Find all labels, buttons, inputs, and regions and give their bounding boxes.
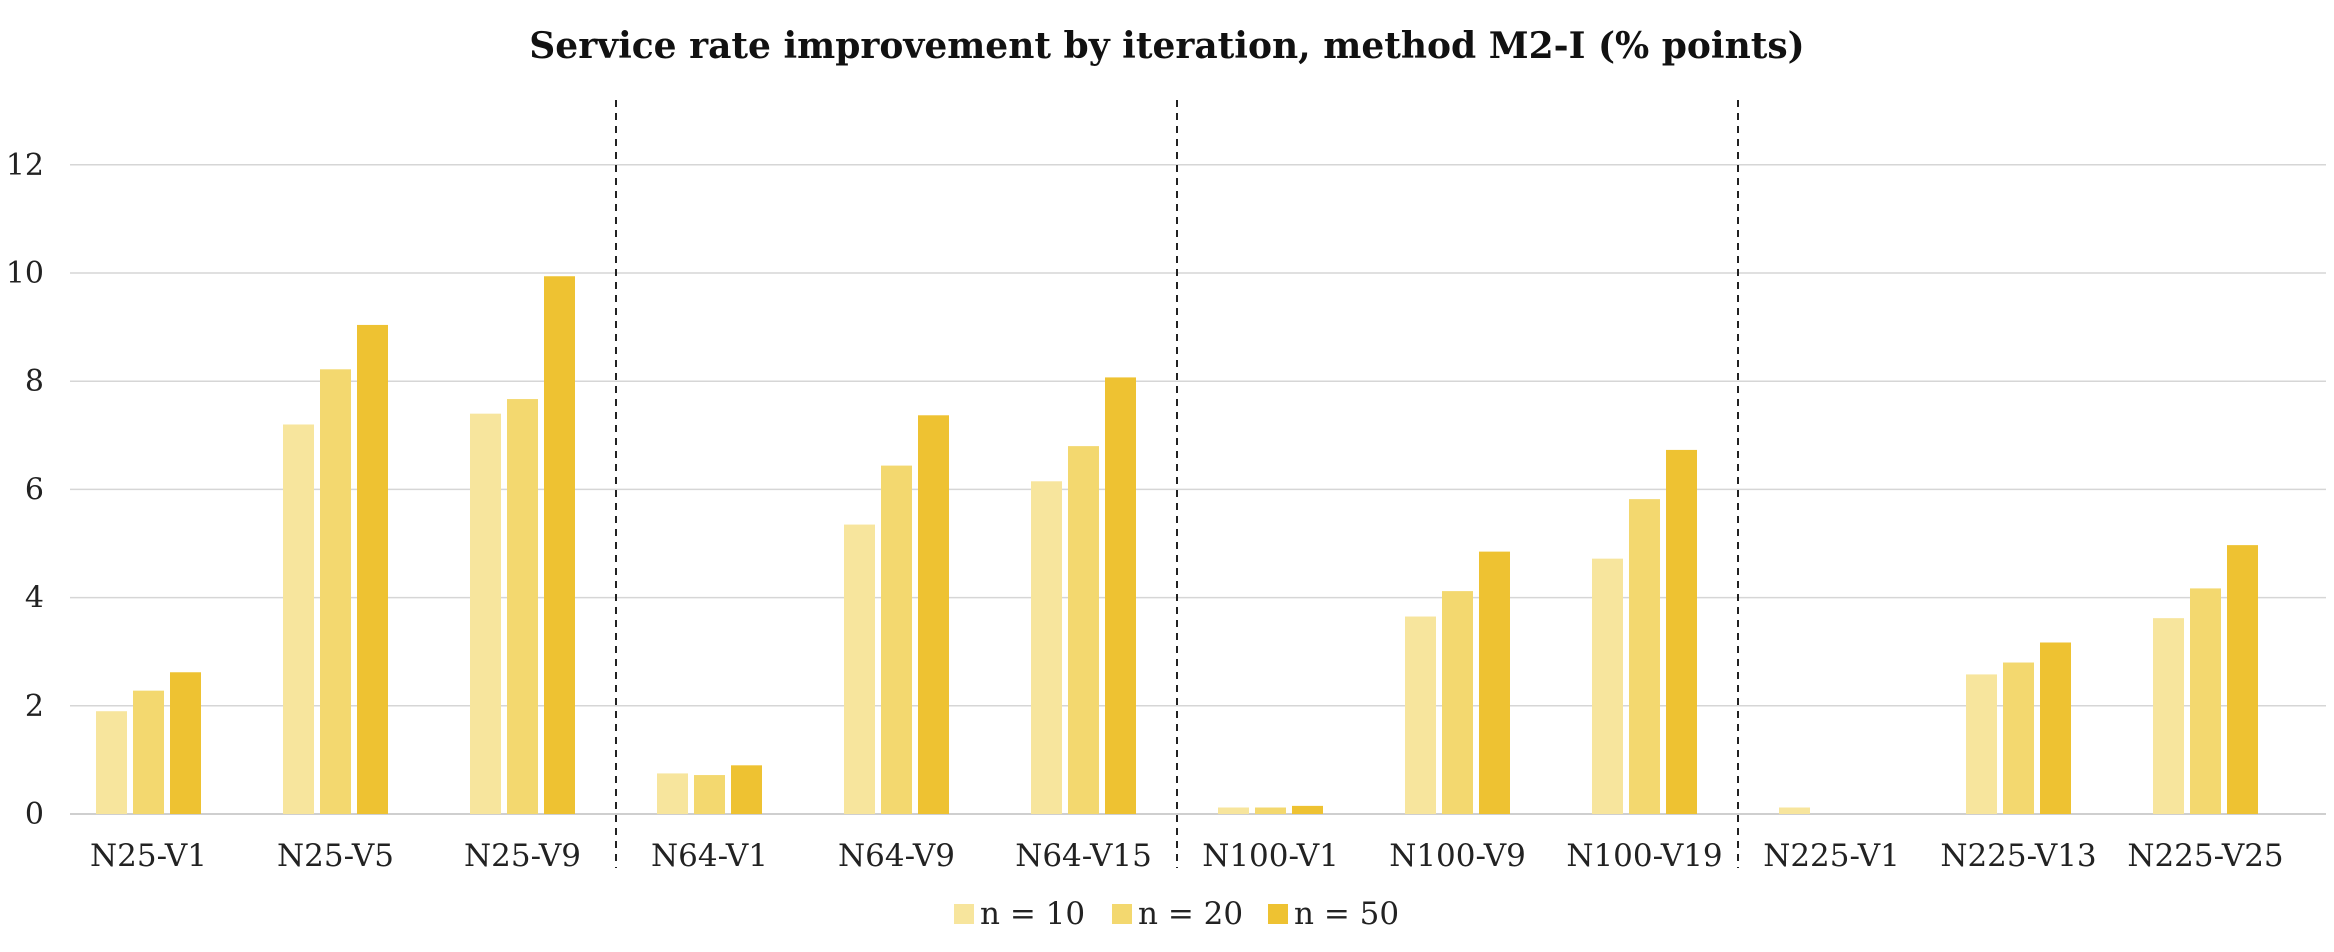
bar-N225-V13-2 [2040, 642, 2071, 814]
legend-swatch [1112, 904, 1132, 924]
y-tick-label: 8 [25, 364, 44, 399]
legend-item: n = 10 [954, 896, 1085, 932]
x-tick-label: N225-V13 [1940, 838, 2096, 874]
bar-N64-V9-0 [844, 524, 875, 814]
x-tick-label: N100-V19 [1566, 838, 1722, 874]
y-tick-label: 10 [6, 256, 44, 291]
bar-N100-V19-2 [1666, 449, 1697, 814]
bar-N25-V9-1 [507, 399, 538, 814]
bar-N64-V15-0 [1031, 481, 1062, 814]
bar-N100-V19-0 [1592, 558, 1623, 814]
legend-swatch [1268, 904, 1288, 924]
bar-N25-V5-2 [357, 324, 388, 814]
bar-N100-V1-2 [1292, 805, 1323, 814]
bar-N25-V1-2 [170, 672, 201, 814]
legend-label: n = 20 [1138, 896, 1243, 932]
legend-label: n = 50 [1294, 896, 1399, 932]
gridlines [70, 164, 2326, 815]
y-tick-label: 4 [25, 581, 44, 616]
bars [96, 276, 2258, 815]
bar-N100-V9-0 [1405, 616, 1436, 814]
x-tick-label: N225-V1 [1763, 838, 1900, 874]
bar-N225-V1-0 [1779, 807, 1810, 814]
bar-N25-V9-0 [470, 413, 501, 814]
bar-N64-V9-2 [918, 415, 949, 814]
bar-N25-V5-0 [283, 424, 314, 814]
bar-N64-V1-0 [657, 773, 688, 814]
x-axis-labels: N25-V1 N25-V5 N25-V9 N64-V1 N64-V9 N64-V15 N10… [90, 838, 2284, 874]
bar-N64-V15-1 [1068, 446, 1099, 814]
bar-N100-V19-1 [1629, 499, 1660, 814]
bar-N25-V9-2 [544, 276, 575, 815]
x-tick-label: N64-V9 [838, 838, 955, 874]
x-tick-label: N100-V1 [1202, 838, 1339, 874]
bar-N64-V15-2 [1105, 377, 1136, 814]
legend-item: n = 20 [1112, 896, 1243, 932]
bar-N225-V25-0 [2153, 618, 2184, 814]
bar-N225-V13-1 [2003, 662, 2034, 814]
bar-N25-V5-1 [320, 369, 351, 814]
y-tick-label: 6 [25, 472, 44, 507]
x-tick-label: N25-V5 [277, 838, 394, 874]
bar-N64-V1-1 [694, 775, 725, 814]
bar-N64-V9-1 [881, 465, 912, 814]
legend-item: n = 50 [1268, 896, 1399, 932]
bar-N25-V1-1 [133, 690, 164, 814]
bar-N64-V1-2 [731, 765, 762, 814]
x-tick-label: N225-V25 [2127, 838, 2283, 874]
x-tick-label: N25-V1 [90, 838, 207, 874]
y-axis-ticks: 0 2 4 6 8 10 12 [6, 148, 44, 832]
bar-N25-V1-0 [96, 711, 127, 814]
bar-N100-V1-0 [1218, 807, 1249, 814]
bar-N225-V13-0 [1966, 674, 1997, 814]
legend-swatch [954, 904, 974, 924]
chart-title: Service rate improvement by iteration, m… [529, 25, 1804, 67]
y-tick-label: 0 [25, 797, 44, 832]
legend: n = 10 n = 20 n = 50 [954, 896, 1399, 932]
x-tick-label: N25-V9 [464, 838, 581, 874]
bar-N225-V25-1 [2190, 588, 2221, 814]
bar-N100-V1-1 [1255, 807, 1286, 814]
x-tick-label: N64-V1 [651, 838, 768, 874]
bar-N225-V25-2 [2227, 545, 2258, 814]
bar-N100-V9-1 [1442, 591, 1473, 814]
legend-label: n = 10 [980, 896, 1085, 932]
group-separators [615, 100, 1739, 868]
x-tick-label: N100-V9 [1389, 838, 1526, 874]
x-tick-label: N64-V15 [1015, 838, 1152, 874]
y-tick-label: 12 [6, 148, 44, 183]
y-tick-label: 2 [25, 689, 44, 724]
bar-N100-V9-2 [1479, 551, 1510, 814]
